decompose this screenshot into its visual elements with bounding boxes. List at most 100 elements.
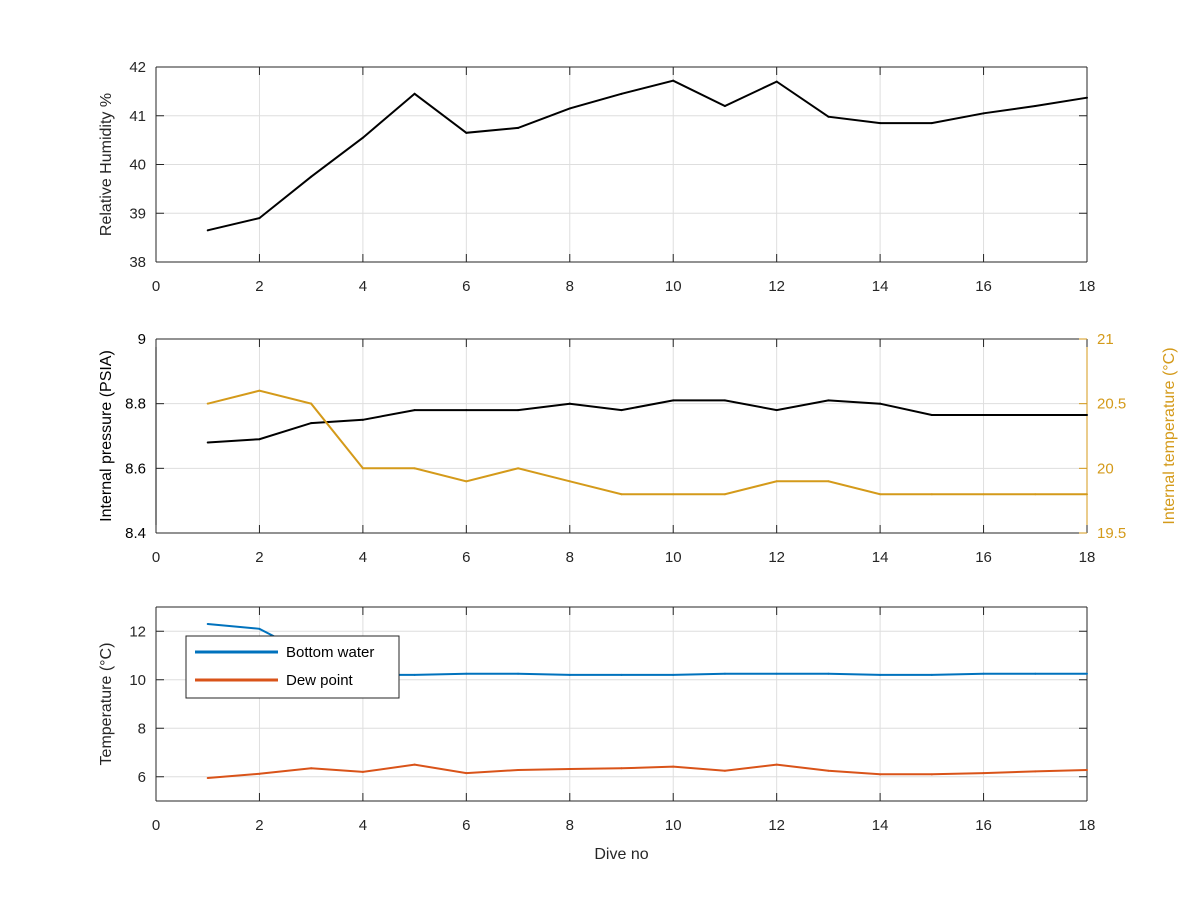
data-point — [310, 402, 313, 405]
data-point — [517, 672, 520, 675]
y-right-tick-label: 19.5 — [1097, 525, 1126, 542]
x-tick-label: 16 — [975, 278, 992, 295]
legend: Bottom water Dew point — [185, 635, 400, 699]
data-point — [982, 493, 985, 496]
x-tick-label: 8 — [566, 549, 574, 566]
data-point — [517, 768, 520, 771]
y-tick-label: 42 — [129, 59, 146, 76]
data-point — [361, 467, 364, 470]
data-point — [879, 122, 882, 125]
x-tick-label: 6 — [462, 278, 470, 295]
data-point — [982, 772, 985, 775]
data-point — [982, 112, 985, 115]
data-point — [1086, 413, 1088, 416]
data-point — [672, 399, 675, 402]
x-tick-label: 18 — [1079, 817, 1096, 834]
y-axis-title: Temperature (°C) — [98, 643, 115, 766]
series-1 — [206, 79, 1088, 232]
data-point — [827, 769, 830, 772]
series-line — [207, 399, 1087, 444]
data-point — [258, 627, 261, 630]
x-tick-label: 12 — [768, 278, 785, 295]
y-right-tick-label: 20.5 — [1097, 396, 1126, 413]
data-point — [1034, 672, 1037, 675]
data-point — [930, 122, 933, 125]
x-tick-label: 10 — [665, 817, 682, 834]
data-point — [930, 773, 933, 776]
data-point — [620, 767, 623, 770]
data-point — [723, 769, 726, 772]
data-point — [517, 126, 520, 129]
data-point — [879, 493, 882, 496]
data-point — [723, 105, 726, 107]
x-tick-label: 18 — [1079, 278, 1096, 295]
data-point — [723, 399, 726, 402]
data-point — [206, 229, 209, 232]
data-point — [258, 772, 261, 775]
x-tick-label: 4 — [359, 817, 367, 834]
data-point — [879, 402, 882, 405]
data-point — [568, 767, 571, 770]
data-point — [413, 92, 416, 95]
legend-label: Dew point — [286, 672, 354, 689]
data-point — [310, 175, 313, 178]
data-point — [1034, 493, 1037, 496]
x-tick-label: 4 — [359, 278, 367, 295]
data-point — [206, 776, 209, 779]
data-point — [568, 107, 571, 110]
data-point — [1034, 770, 1037, 773]
y-tick-label: 6 — [138, 769, 146, 786]
data-point — [775, 409, 778, 412]
y-axis-title: Internal pressure (PSIA) — [98, 350, 115, 522]
x-tick-label: 2 — [255, 278, 263, 295]
data-point — [258, 389, 261, 392]
data-point — [827, 399, 830, 402]
data-point — [827, 672, 830, 675]
data-point — [1034, 105, 1037, 107]
x-tick-label: 12 — [768, 817, 785, 834]
x-tick-label: 14 — [872, 278, 889, 295]
series-2 — [206, 389, 1088, 496]
data-point — [827, 115, 830, 118]
data-point — [620, 92, 623, 95]
x-tick-label: 16 — [975, 817, 992, 834]
data-point — [672, 765, 675, 768]
data-point — [723, 672, 726, 675]
y-right-tick-label: 20 — [1097, 460, 1114, 477]
x-tick-label: 2 — [255, 817, 263, 834]
series-dew-point — [206, 763, 1088, 779]
data-point — [982, 672, 985, 675]
data-point — [465, 131, 468, 134]
x-tick-label: 12 — [768, 549, 785, 566]
data-point — [465, 480, 468, 483]
y-tick-label: 8.8 — [125, 396, 146, 413]
y-right-tick-label: 21 — [1097, 331, 1114, 348]
x-tick-label: 8 — [566, 278, 574, 295]
data-point — [465, 772, 468, 775]
y-tick-label: 41 — [129, 108, 146, 125]
x-tick-label: 18 — [1079, 549, 1096, 566]
data-point — [413, 409, 416, 412]
data-point — [206, 402, 209, 405]
data-point — [517, 467, 520, 470]
data-point — [258, 217, 261, 220]
data-point — [620, 493, 623, 496]
data-point — [1086, 768, 1088, 771]
x-tick-label: 6 — [462, 549, 470, 566]
x-tick-label: 10 — [665, 278, 682, 295]
data-point — [930, 673, 933, 676]
data-point — [620, 673, 623, 676]
series-line — [207, 389, 1087, 496]
data-point — [1034, 413, 1037, 416]
data-point — [982, 413, 985, 416]
y-tick-label: 12 — [129, 623, 146, 640]
y-tick-label: 39 — [129, 205, 146, 222]
data-point — [361, 770, 364, 773]
data-point — [1086, 493, 1088, 496]
data-point — [672, 79, 675, 82]
data-point — [465, 409, 468, 412]
y-axis-title: Relative Humidity % — [98, 93, 115, 236]
data-point — [517, 409, 520, 412]
x-tick-label: 0 — [152, 278, 160, 295]
series-line — [207, 79, 1088, 232]
